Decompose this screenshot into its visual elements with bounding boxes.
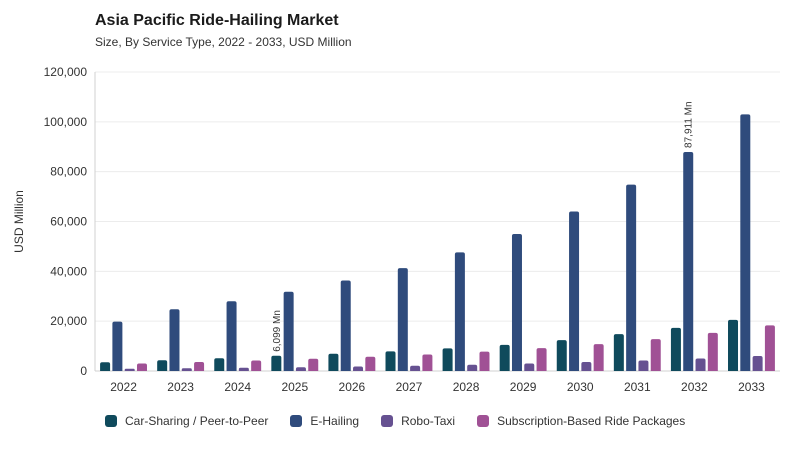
bar	[100, 362, 111, 371]
chart-title: Asia Pacific Ride-Hailing Market	[95, 12, 339, 29]
bar	[385, 351, 396, 371]
bar	[157, 360, 168, 371]
y-axis-label: USD Million	[12, 190, 26, 253]
x-tick-label: 2022	[110, 380, 137, 394]
bar	[181, 368, 192, 371]
y-tick-label: 100,000	[44, 115, 88, 129]
bar	[556, 340, 567, 371]
x-tick-label: 2033	[738, 380, 765, 394]
bar	[764, 325, 775, 371]
data-label: 87,911 Mn	[684, 101, 695, 148]
bar	[650, 339, 661, 371]
legend-swatch	[105, 415, 117, 427]
x-tick-label: 2028	[453, 380, 480, 394]
bar	[397, 268, 408, 371]
y-tick-label: 80,000	[50, 165, 87, 179]
bar	[536, 348, 547, 371]
legend-item: Car-Sharing / Peer-to-Peer	[105, 414, 268, 428]
y-tick-label: 0	[80, 364, 87, 378]
bar	[626, 184, 637, 371]
bar	[112, 321, 123, 371]
x-tick-label: 2026	[339, 380, 366, 394]
bar	[226, 301, 237, 371]
bar	[638, 360, 649, 371]
bar	[581, 362, 592, 371]
bar	[214, 358, 225, 371]
legend-label: Car-Sharing / Peer-to-Peer	[125, 414, 269, 428]
x-tick-label: 2032	[681, 380, 708, 394]
x-tick-label: 2031	[624, 380, 651, 394]
x-tick-label: 2027	[396, 380, 423, 394]
bar	[365, 356, 376, 371]
bar	[593, 344, 604, 371]
bar	[511, 233, 522, 371]
bar	[524, 363, 535, 371]
bar	[271, 355, 282, 371]
y-tick-label: 40,000	[50, 264, 87, 278]
legend-swatch	[290, 415, 303, 427]
bar	[499, 344, 510, 371]
bar	[707, 332, 718, 371]
bar	[410, 365, 421, 371]
legend-swatch	[381, 415, 394, 427]
legend-swatch	[477, 415, 490, 427]
bar-chart: 0 20,000 40,000 60,000 80,000 100,000 120,000 U…	[12, 65, 780, 394]
legend-item: E-Hailing	[290, 414, 359, 428]
x-tick-label: 2025	[281, 380, 308, 394]
legend-item: Subscription-Based Ride Packages	[477, 414, 685, 428]
x-tick-label: 2023	[167, 380, 194, 394]
y-tick-label: 60,000	[50, 215, 87, 229]
bar	[728, 319, 739, 371]
bar	[752, 356, 763, 371]
bar	[569, 211, 580, 371]
bar	[467, 364, 478, 371]
legend-label: Robo-Taxi	[401, 414, 456, 428]
bar	[283, 291, 294, 371]
legend-label: E-Hailing	[310, 414, 360, 428]
bar	[613, 334, 624, 371]
bar	[328, 353, 339, 371]
x-tick-label: 2024	[224, 380, 251, 394]
bar	[442, 348, 453, 371]
chart-legend: Car-Sharing / Peer-to-Peer E-Hailing Robo-…	[105, 414, 707, 428]
bar	[422, 354, 433, 371]
bar	[169, 309, 180, 371]
legend-label: Subscription-Based Ride Packages	[497, 414, 686, 428]
bar	[251, 360, 262, 371]
chart-subtitle: Size, By Service Type, 2022 - 2033, USD …	[95, 35, 352, 49]
x-tick-label: 2030	[567, 380, 594, 394]
data-label: 6,099 Mn	[272, 310, 283, 352]
bar	[238, 367, 249, 371]
bar	[454, 252, 465, 371]
bar	[340, 280, 351, 371]
bar	[479, 351, 490, 371]
legend-item: Robo-Taxi	[381, 414, 455, 428]
bar	[295, 367, 306, 371]
bar	[353, 366, 364, 371]
bar	[683, 151, 694, 371]
bar	[695, 358, 706, 371]
x-tick-label: 2029	[510, 380, 537, 394]
bar	[670, 327, 681, 371]
bar	[124, 368, 135, 371]
bar	[136, 363, 147, 371]
bar	[308, 358, 319, 371]
bar	[194, 362, 205, 371]
y-tick-label: 20,000	[50, 314, 87, 328]
bar	[740, 114, 751, 371]
y-tick-label: 120,000	[44, 65, 88, 79]
